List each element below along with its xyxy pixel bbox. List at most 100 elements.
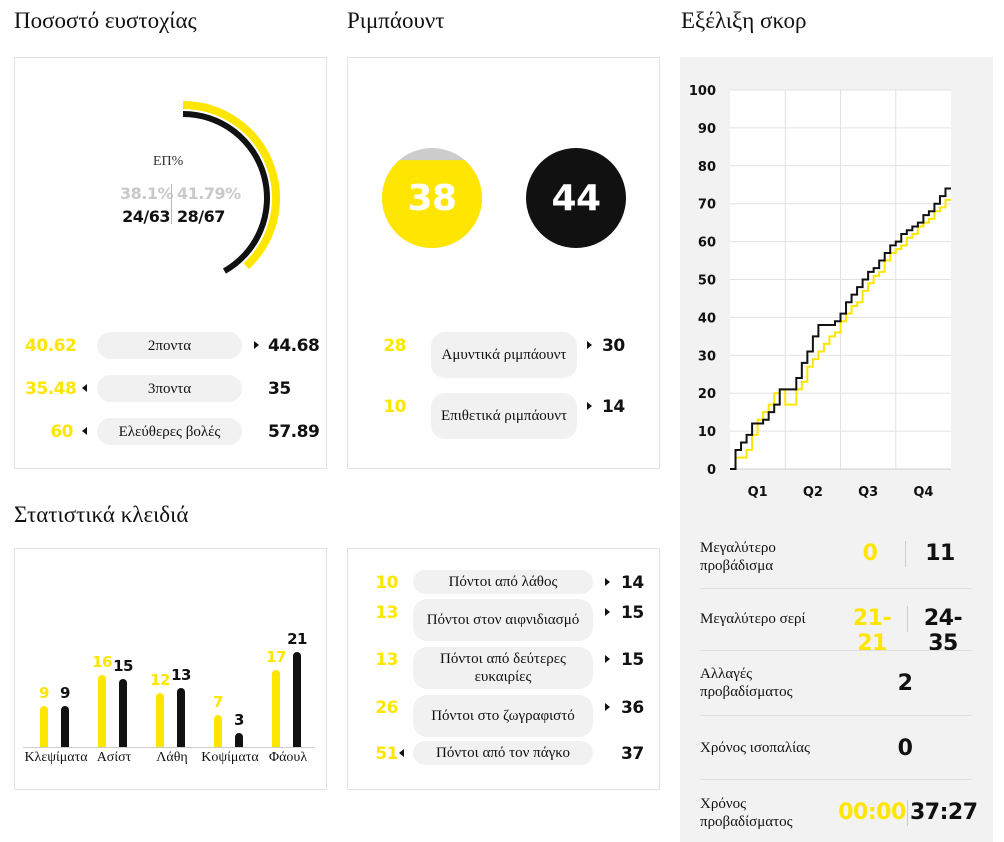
arrow-right-icon [587, 402, 592, 410]
y-tick-label: 70 [698, 198, 716, 213]
home-bar-value: 9 [39, 684, 49, 703]
arrow-right-icon [254, 341, 259, 349]
fg-label: ΕΠ% [153, 154, 184, 169]
away-rebounds-circle [526, 148, 626, 248]
row-separator [700, 715, 972, 716]
away-bar [293, 652, 301, 747]
bar-chart-baseline [23, 747, 315, 748]
away-rebounds-total: 44 [551, 178, 601, 219]
home-largest-lead: 0 [862, 541, 878, 566]
x-tick-label: Q4 [913, 485, 933, 500]
y-tick-label: 40 [698, 311, 716, 326]
tied-time-label: Χρόνος ισοπαλίας [700, 740, 810, 756]
key-stats-bars-panel: 9 9 Κλεψίματα 16 15 Ασίστ 12 13 Λάθη 7 3 Κοψίματα 17… [14, 548, 327, 790]
away-score-line [730, 187, 951, 470]
home-fastbreak-points: 13 [375, 603, 398, 623]
points-breakdown-panel: 10 Πόντοι από λάθος 14 13 Πόντοι στον αι… [347, 548, 660, 790]
lead-changes-label: Αλλαγές προβαδίσματος [700, 666, 793, 700]
bar-category-label: Λάθη [156, 750, 188, 765]
largest-lead-label: Μεγαλύτερο προβάδισμα [700, 540, 776, 574]
rebounds-panel: 38 44 28 Αμυντικά ριμπάουντ 30 10 Επιθετ… [347, 57, 660, 469]
divider [907, 800, 908, 826]
away-bar-value: 9 [60, 684, 70, 703]
home-bar [156, 692, 164, 747]
stat-label-points-off-turnovers: Πόντοι από λάθος [413, 570, 593, 594]
shooting-section-title: Ποσοστό ευστοχίας [14, 8, 197, 33]
row-separator [700, 650, 972, 651]
home-bar-value: 7 [213, 693, 223, 712]
y-tick-label: 10 [698, 425, 716, 440]
stat-label-ft: Ελεύθερες βολές [97, 418, 242, 445]
away-ft-pct: 57.89 [268, 422, 320, 442]
away-bar-value: 15 [113, 657, 133, 676]
away-bar [61, 706, 69, 747]
key-stats-section-title: Στατιστικά κλειδιά [14, 502, 189, 527]
divider [907, 606, 908, 632]
away-fastbreak-points: 15 [621, 603, 644, 623]
away-points-off-turnovers: 14 [621, 573, 644, 593]
home-fg-made: 24/63 [122, 207, 170, 226]
fg-percentage-arcs [182, 101, 280, 274]
away-bench-points: 37 [621, 744, 644, 764]
away-fg-arc [182, 111, 270, 274]
divider [905, 541, 906, 567]
home-rebounds-circle [382, 148, 482, 248]
home-largest-run: 21-21 [852, 606, 892, 656]
stat-label-def-rebounds: Αμυντικά ριμπάουντ [431, 332, 577, 378]
y-tick-label: 20 [698, 387, 716, 402]
home-score-line [730, 198, 951, 470]
away-largest-run: 24-35 [923, 606, 963, 656]
away-2pt-pct: 44.68 [268, 336, 320, 356]
y-tick-label: 60 [698, 236, 716, 251]
time-leading-label: Χρόνος προβαδίσματος [700, 796, 793, 830]
home-rebounds-total: 38 [407, 178, 457, 219]
home-bench-points: 51 [375, 744, 398, 764]
rebounds-section-title: Ριμπάουντ [347, 8, 445, 33]
lead-changes-value: 2 [897, 671, 913, 696]
score-sidebar: 0 10 20 30 40 50 60 70 80 90 100 Q1 Q2 Q3 Q4 Μεγαλύτερ… [680, 57, 993, 842]
away-bar-value: 3 [234, 711, 244, 730]
home-bar-value: 12 [150, 670, 170, 689]
stat-label-3pt: 3ποντα [97, 375, 242, 402]
x-tick-label: Q2 [803, 485, 823, 500]
home-bar [40, 706, 48, 747]
y-tick-label: 90 [698, 122, 716, 137]
stat-label-second-chance-points: Πόντοι από δεύτερες ευκαιρίες [413, 647, 593, 689]
x-tick-label: Q3 [858, 485, 878, 500]
home-2pt-pct: 40.62 [25, 336, 77, 356]
away-fg-pct: 41.79% [177, 184, 241, 203]
y-tick-label: 0 [707, 463, 716, 478]
y-tick-label: 50 [698, 274, 716, 289]
home-bar-value: 16 [92, 652, 112, 671]
arrow-left-icon [399, 749, 404, 757]
key-stats-bar-chart: 9 9 Κλεψίματα 16 15 Ασίστ 12 13 Λάθη 7 3 Κοψίματα 17… [15, 549, 326, 789]
y-tick-label: 30 [698, 349, 716, 364]
away-bar [235, 733, 243, 747]
home-def-rebounds: 28 [383, 336, 406, 356]
home-points-off-turnovers: 10 [375, 573, 398, 593]
home-second-chance-points: 13 [375, 650, 398, 670]
away-3pt-pct: 35 [268, 379, 291, 399]
bar-category-label: Φάουλ [268, 750, 308, 765]
away-bar-value: 13 [171, 666, 191, 685]
score-section-title: Εξέλιξη σκορ [681, 8, 807, 33]
away-second-chance-points: 15 [621, 650, 644, 670]
stat-label-2pt: 2ποντα [97, 332, 242, 359]
tied-time-value: 0 [897, 736, 913, 761]
away-time-leading: 37:27 [910, 800, 978, 825]
away-fg-made: 28/67 [177, 207, 225, 226]
away-bar [177, 688, 185, 747]
fg-divider [171, 184, 172, 224]
away-bar-value: 21 [287, 630, 307, 648]
stat-label-paint-points: Πόντοι στο ζωγραφιστό [413, 695, 593, 737]
row-separator [700, 779, 972, 780]
shooting-panel: ΕΠ% 38.1% 41.79% 24/63 28/67 40.62 2ποντ… [14, 57, 327, 469]
arrow-right-icon [605, 703, 610, 711]
away-paint-points: 36 [621, 698, 644, 718]
y-tick-label: 80 [698, 160, 716, 175]
home-fg-pct: 38.1% [120, 184, 174, 203]
home-off-rebounds: 10 [383, 397, 406, 417]
bar-category-label: Ασίστ [96, 750, 132, 765]
largest-run-label: Μεγαλύτερο σερί [700, 611, 806, 627]
stat-label-bench-points: Πόντοι από τον πάγκο [413, 741, 593, 765]
